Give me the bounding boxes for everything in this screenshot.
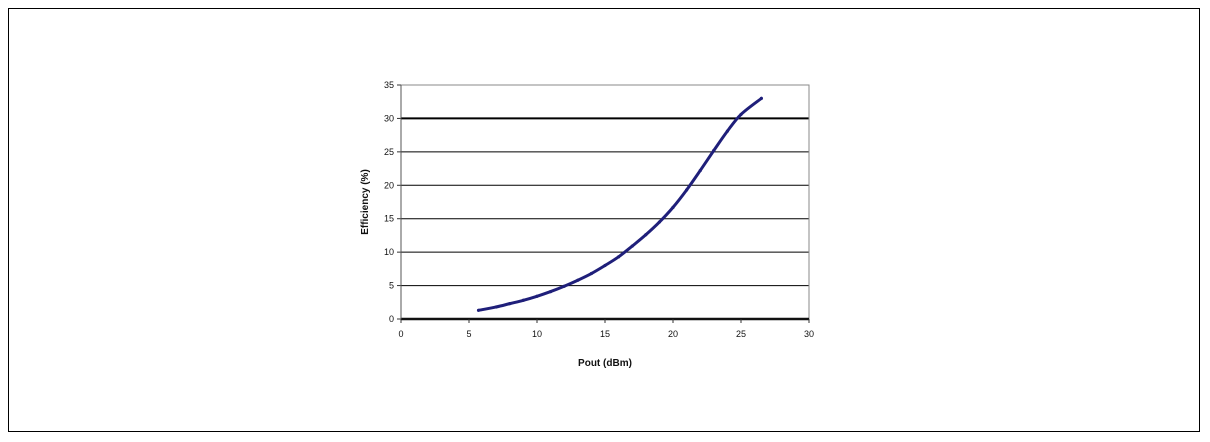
- data-point-15: [685, 188, 689, 192]
- x-tick-label-20: 20: [668, 329, 678, 339]
- x-tick-label-10: 10: [532, 329, 542, 339]
- data-point-19: [739, 112, 743, 117]
- data-point-2: [508, 302, 512, 306]
- x-tick-label-25: 25: [736, 329, 746, 339]
- y-tick-label-15: 15: [384, 214, 394, 224]
- axes: [397, 84, 810, 323]
- y-tick-label-5: 5: [389, 281, 394, 291]
- figure-frame: [8, 8, 1200, 432]
- data-point-6: [562, 284, 566, 288]
- x-tick-label-5: 5: [466, 329, 471, 339]
- y-tick-label-0: 0: [389, 314, 394, 324]
- x-tick-label-30: 30: [804, 329, 814, 339]
- data-point-10: [617, 255, 621, 259]
- data-point-14: [671, 205, 675, 209]
- data-point-5: [549, 289, 553, 294]
- data-point-17: [712, 148, 716, 153]
- data-point-16: [698, 168, 702, 173]
- data-point-11: [630, 244, 634, 248]
- data-point-13: [657, 220, 662, 224]
- x-axis-title: Pout (dBm): [578, 358, 632, 369]
- grid-lines: [401, 117, 809, 287]
- data-point-1: [494, 305, 498, 309]
- data-point-20: [759, 96, 764, 100]
- x-tick-label-0: 0: [398, 329, 403, 339]
- data-point-8: [589, 271, 594, 276]
- data-point-9: [603, 263, 607, 268]
- series-layer: [476, 96, 764, 312]
- y-axis-title: Efficiency (%): [360, 169, 371, 235]
- series-line-0: [477, 96, 763, 312]
- data-point-4: [535, 294, 539, 298]
- y-tick-label-35: 35: [384, 80, 394, 90]
- y-tick-label-25: 25: [384, 147, 394, 157]
- y-tick-label-30: 30: [384, 113, 394, 123]
- data-point-0: [476, 308, 481, 312]
- plot-area: [400, 84, 810, 320]
- y-tick-label-10: 10: [384, 247, 394, 257]
- data-point-3: [521, 298, 526, 302]
- tick-labels: 0 5 10 15 20 25 30 35 0 5 10 15 20 25 30: [384, 80, 814, 339]
- data-point-18: [725, 129, 730, 133]
- data-point-7: [576, 278, 580, 282]
- x-tick-label-15: 15: [600, 329, 610, 339]
- y-tick-label-20: 20: [384, 180, 394, 190]
- data-point-12: [644, 233, 648, 237]
